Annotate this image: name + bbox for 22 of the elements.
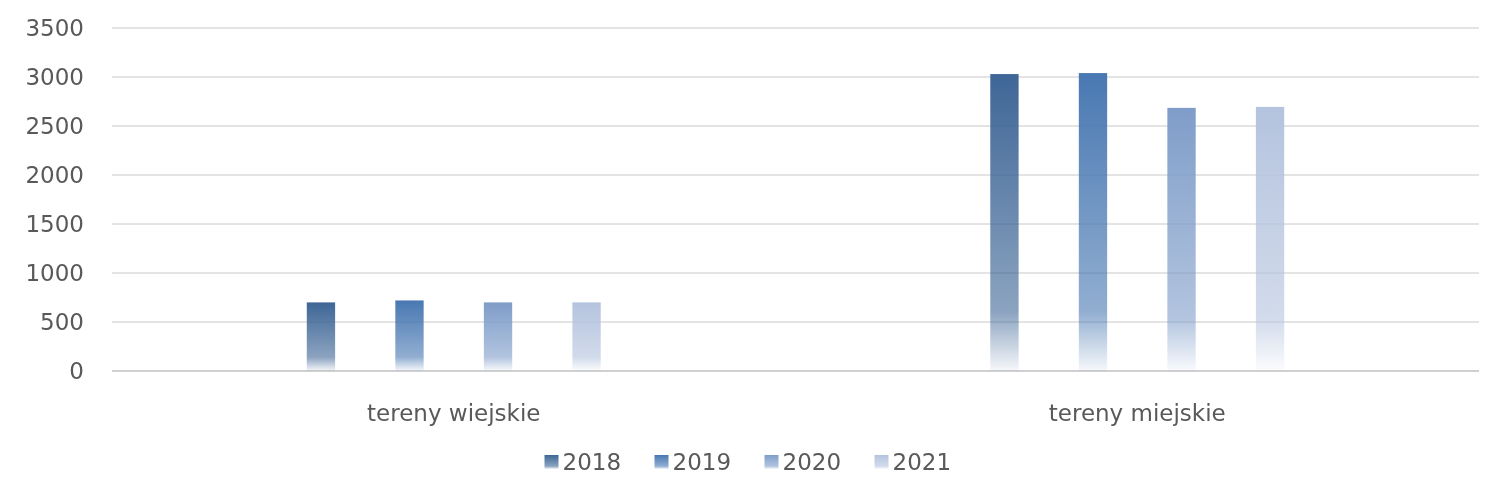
bar	[306, 302, 336, 371]
bar	[395, 300, 424, 371]
legend-label: 2021	[892, 449, 952, 476]
bar	[1167, 107, 1196, 371]
legend-label: 2020	[782, 449, 842, 476]
bar	[990, 74, 1019, 371]
legend-label: 2019	[672, 449, 732, 476]
bar	[572, 302, 601, 371]
y-tick-label: 3000	[25, 64, 84, 91]
legend-label: 2018	[562, 449, 622, 476]
y-tick-label: 2000	[25, 162, 84, 189]
bar	[1255, 106, 1285, 371]
y-tick-label: 2500	[25, 113, 84, 140]
y-tick-label: 1500	[25, 211, 84, 238]
y-tick-label: 500	[40, 309, 84, 336]
bar	[1078, 73, 1108, 371]
bar	[483, 302, 513, 371]
y-tick-label: 3500	[25, 15, 84, 42]
y-tick-label: 0	[69, 358, 84, 385]
x-tick-label: tereny wiejskie	[367, 400, 541, 426]
x-tick-label: tereny miejskie	[1048, 400, 1226, 426]
y-tick-label: 1000	[25, 260, 84, 287]
